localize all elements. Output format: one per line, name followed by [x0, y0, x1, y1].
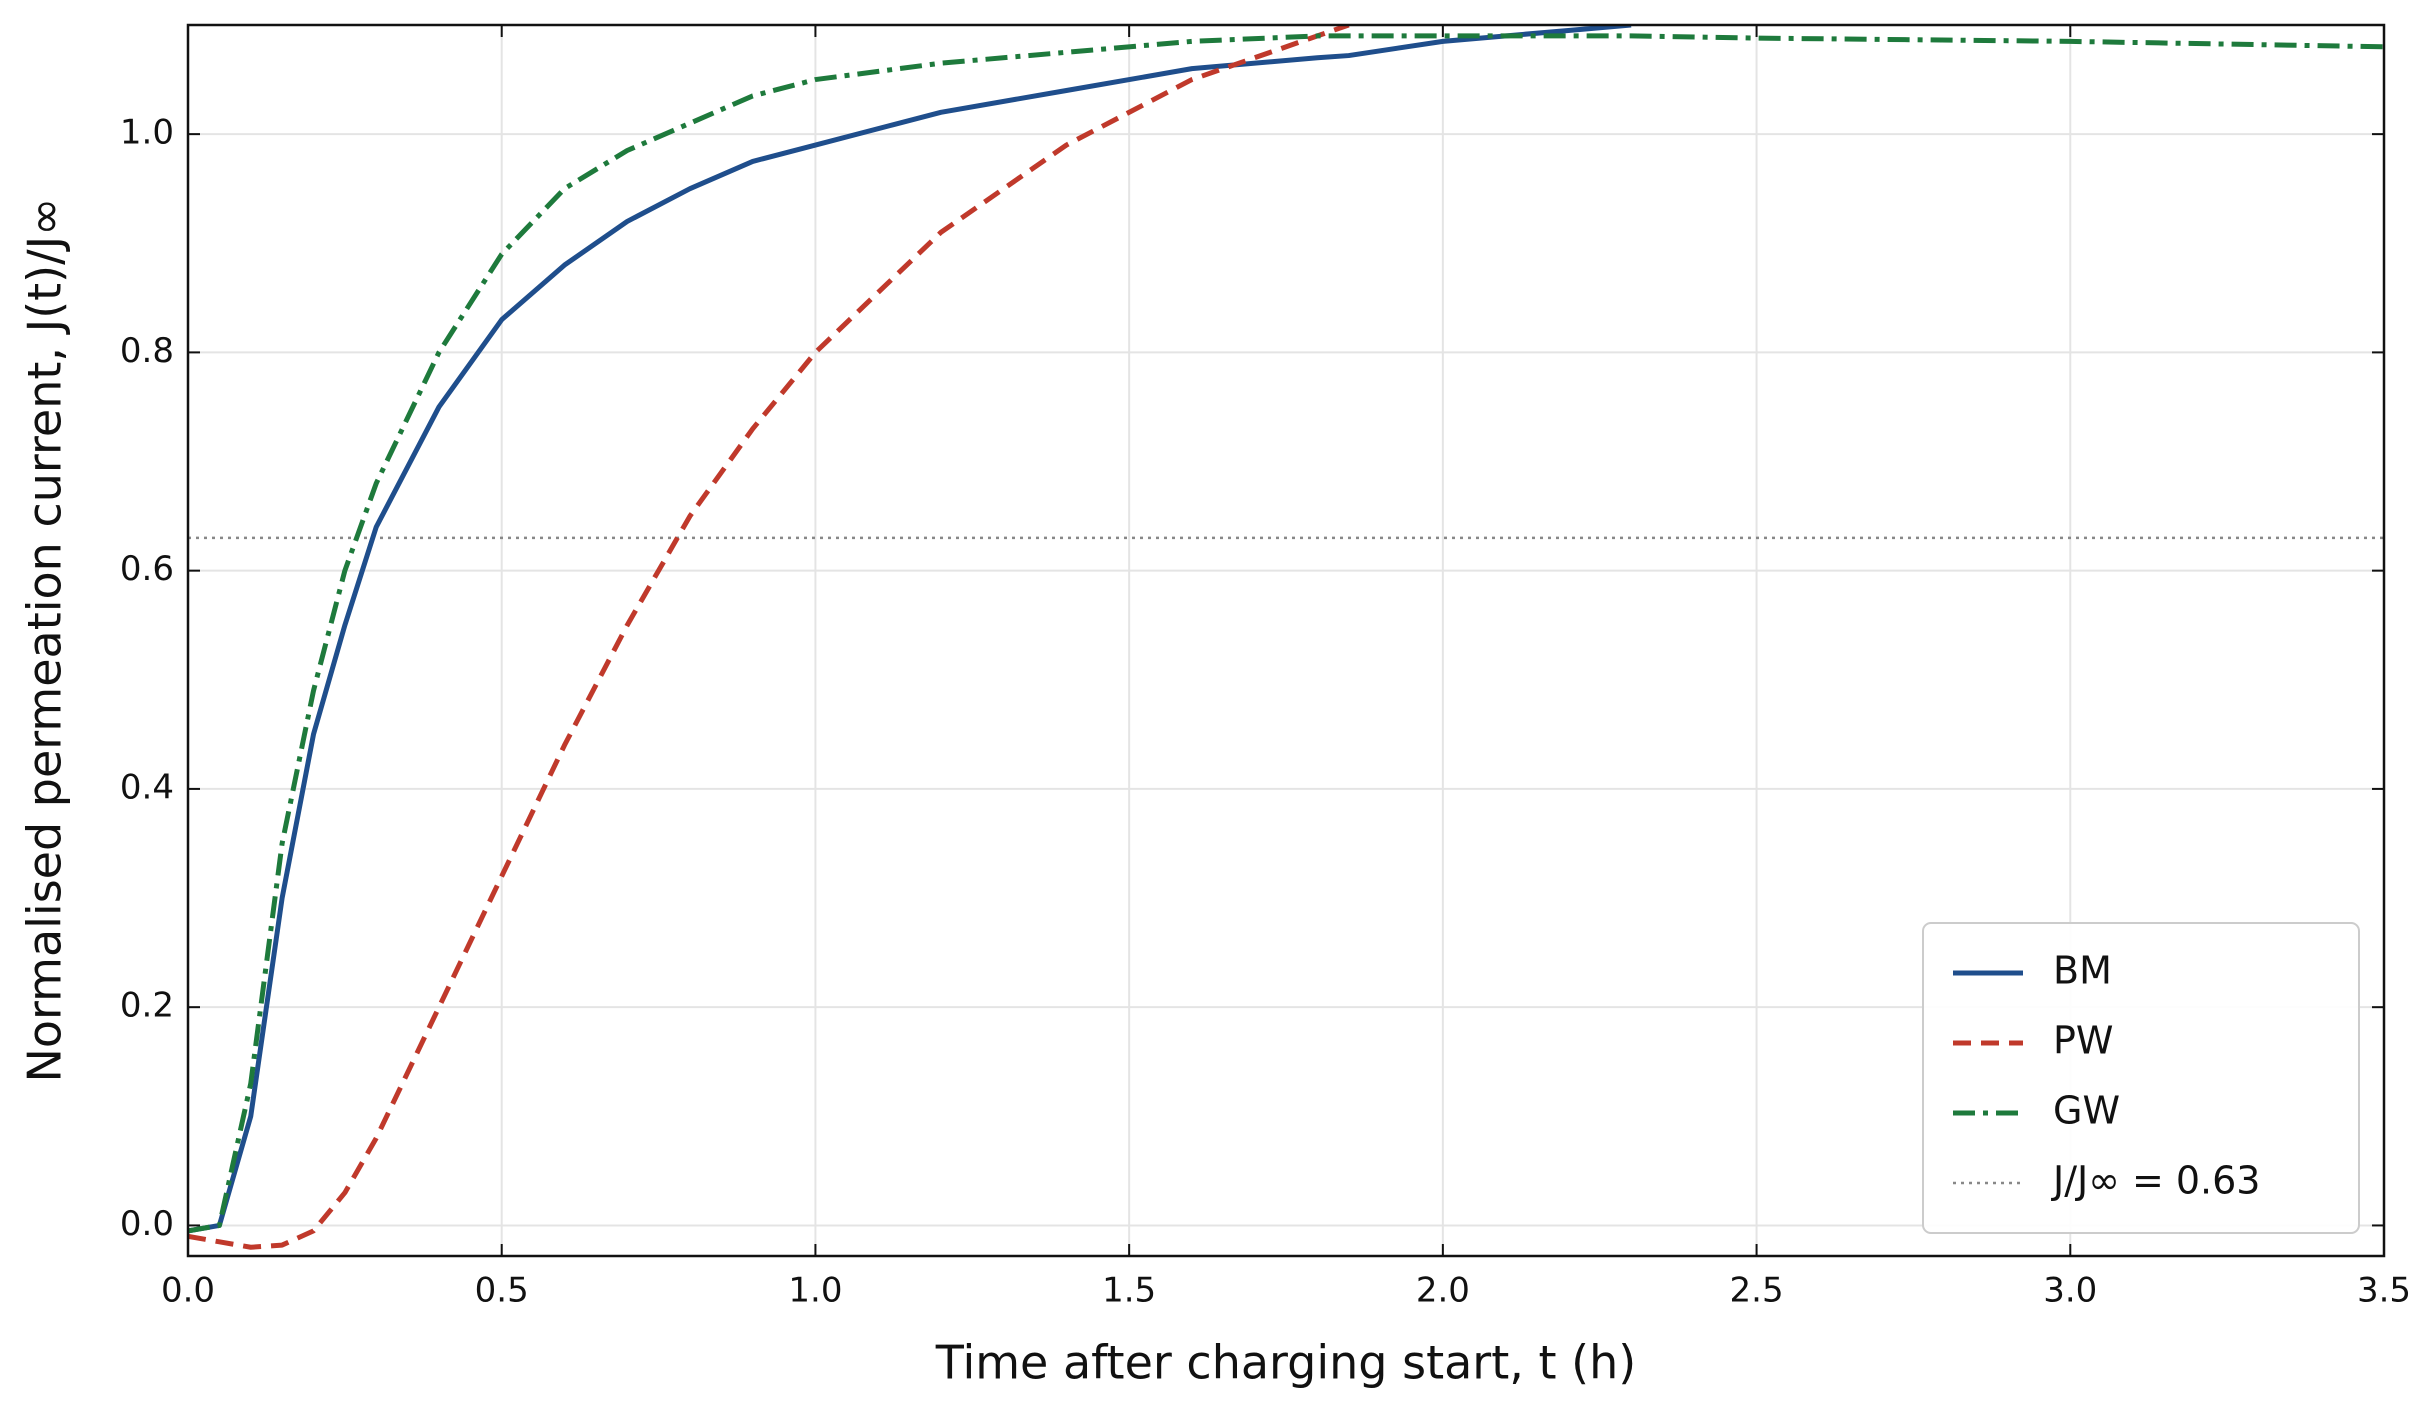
- x-tick-label: 2.5: [1730, 1271, 1784, 1311]
- x-tick-label: 1.0: [788, 1271, 842, 1311]
- x-tick-label: 3.0: [2043, 1271, 2097, 1311]
- x-axis-label: Time after charging start, t (h): [935, 1336, 1636, 1390]
- x-tick-label: 1.5: [1102, 1271, 1156, 1311]
- x-tick-label: 0.0: [161, 1271, 215, 1311]
- y-tick-label: 0.4: [120, 767, 174, 807]
- legend-label: GW: [2053, 1089, 2120, 1133]
- y-tick-label: 0.6: [120, 549, 174, 589]
- y-axis-label: Normalised permeation current, J(t)/J∞: [18, 197, 72, 1082]
- legend-label: J/J∞ = 0.63: [2051, 1159, 2260, 1203]
- legend-label: BM: [2053, 949, 2112, 993]
- series-line: [188, 25, 1632, 1234]
- y-tick-label: 1.0: [120, 113, 174, 153]
- legend: BM PW GW J/J∞ = 0.63: [1922, 922, 2360, 1234]
- y-tick-label: 0.2: [120, 986, 174, 1026]
- legend-label: PW: [2053, 1019, 2114, 1063]
- series-line: [188, 33, 2384, 1234]
- series-line: [188, 25, 1350, 1250]
- plot-area: [188, 25, 2384, 1250]
- x-tick-label: 2.0: [1416, 1271, 1470, 1311]
- x-tick-label: 0.5: [475, 1271, 529, 1311]
- x-tick-label: 3.5: [2357, 1271, 2411, 1311]
- y-tick-label: 0.0: [120, 1204, 174, 1244]
- axes-frame: [186, 23, 2386, 1258]
- legend-box: [1922, 922, 2360, 1234]
- y-tick-label: 0.8: [120, 331, 174, 371]
